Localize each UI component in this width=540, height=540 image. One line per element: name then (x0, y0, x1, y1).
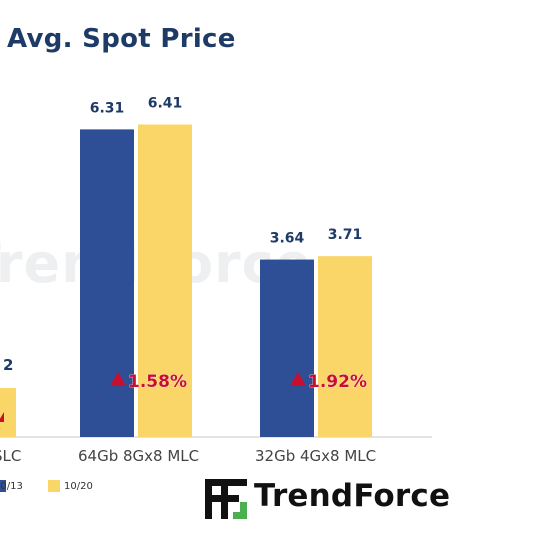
chart-title: Avg. Spot Price (7, 24, 236, 54)
bar-32gb-10-20 (318, 256, 372, 437)
bar-slc-10-20-partial (0, 388, 16, 437)
legend-swatch-10-13 (0, 480, 6, 492)
trendforce-logo: TrendForce (205, 478, 535, 520)
bar-value-label-partial: 2 (3, 356, 13, 374)
change-percent-label: 1.92% (308, 372, 367, 392)
bar-value-label: 6.41 (148, 96, 183, 112)
bar-value-label: 6.31 (90, 100, 125, 116)
bar-32gb-10-13 (260, 259, 314, 437)
legend-label-10-13: 10/13 (0, 481, 23, 492)
category-label-32gb: 32Gb 4Gx8 MLC (255, 447, 377, 465)
legend-label-10-20: 10/20 (64, 481, 93, 492)
up-arrow-icon (290, 372, 306, 386)
legend-swatch-10-20 (48, 480, 60, 492)
trendforce-logo-text: TrendForce (254, 478, 451, 514)
change-marker-partial (0, 412, 4, 422)
category-label-slc: SLC (0, 447, 22, 465)
bar-64gb-10-20 (138, 124, 192, 437)
category-label-64gb: 64Gb 8Gx8 MLC (78, 447, 200, 465)
bar-64gb-10-13 (80, 129, 134, 437)
bar-value-label: 3.71 (328, 227, 363, 243)
up-arrow-icon (110, 372, 126, 386)
trendforce-logo-icon (205, 479, 247, 519)
change-percent-label: 1.58% (128, 372, 187, 392)
bar-value-label: 3.64 (270, 231, 305, 247)
